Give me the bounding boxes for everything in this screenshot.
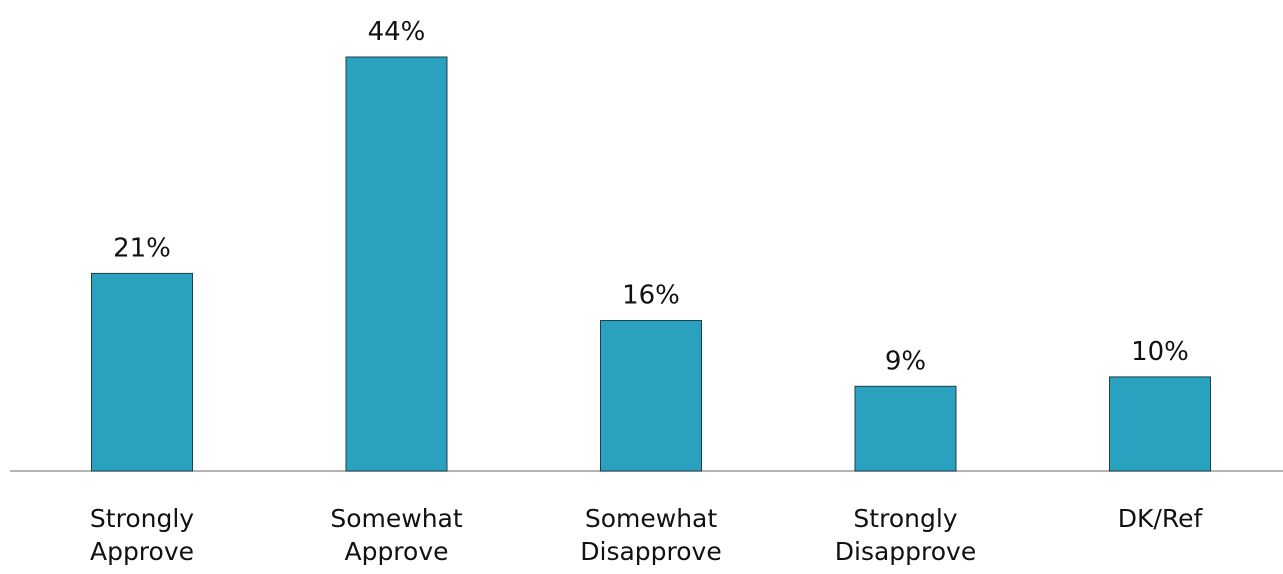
value-labels-group: 21% 44% 16% 9% 10% — [113, 17, 1189, 376]
value-label-0: 21% — [113, 233, 171, 263]
bar-0 — [91, 272, 193, 472]
value-label-4: 10% — [1131, 337, 1189, 367]
value-label-1: 44% — [368, 17, 426, 47]
category-label-1-line-1: Approve — [344, 537, 448, 566]
bar-4 — [1109, 376, 1211, 472]
bar-3 — [854, 385, 957, 472]
category-label-2-line-1: Disapprove — [580, 537, 721, 566]
value-label-2: 16% — [622, 281, 680, 311]
category-label-4-line-0: DK/Ref — [1118, 504, 1204, 533]
category-label-3-line-1: Disapprove — [835, 537, 976, 566]
category-label-3-line-0: Strongly — [853, 504, 957, 533]
category-labels-group: Strongly Approve Somewhat Approve Somewhat Di… — [90, 504, 1204, 566]
category-label-0-line-0: Strongly — [90, 504, 194, 533]
bar-2 — [600, 320, 702, 472]
category-label-0-line-1: Approve — [90, 537, 194, 566]
bars-group — [91, 56, 1211, 472]
bar-1 — [345, 56, 448, 472]
value-label-3: 9% — [885, 346, 926, 376]
category-label-1-line-0: Somewhat — [330, 504, 463, 533]
category-label-2-line-0: Somewhat — [585, 504, 718, 533]
